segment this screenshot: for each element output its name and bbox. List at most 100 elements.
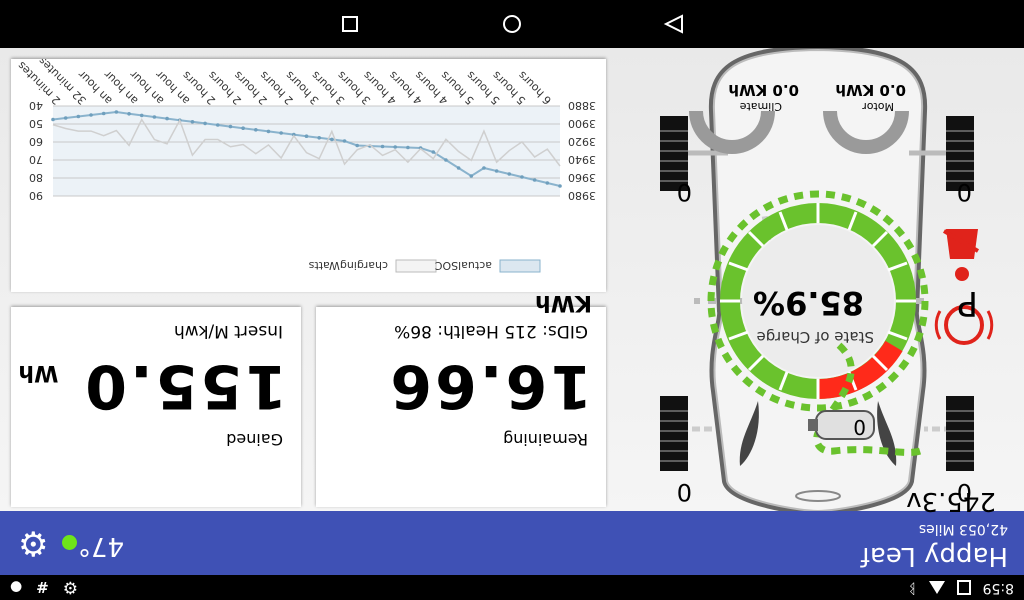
series-actualSOC-point — [89, 113, 93, 117]
battery-icon — [808, 410, 875, 440]
series-actualSOC-point — [330, 137, 334, 142]
android-navigation-bar — [0, 0, 1024, 48]
cloud-icon — [928, 581, 945, 595]
left-axis-tick: 90 — [29, 189, 43, 202]
series-actualSOC-point — [304, 134, 309, 138]
gained-energy-card: 155.0 Wh Gained Insert M/kwh — [11, 307, 301, 507]
tire-front-left — [946, 396, 974, 471]
series-actualSOC-point — [355, 143, 359, 148]
odometer: 42,053 Miles — [918, 521, 1008, 537]
tire-rear-right — [660, 116, 688, 191]
right-axis-tick: 3980 — [568, 189, 596, 202]
tire-pressure-rr: 0 — [676, 178, 692, 206]
series-actualSOC-point — [431, 150, 436, 154]
right-axis-tick: 3920 — [568, 135, 596, 148]
right-headlight — [739, 401, 759, 466]
legend-actualSOC-label: actualSOC — [434, 259, 492, 272]
seatbelt-warning-icon — [942, 229, 980, 281]
series-actualSOC-point — [63, 116, 68, 120]
series-actualSOC-point — [76, 114, 81, 119]
series-actualSOC-point — [215, 123, 220, 127]
remaining-value: 16.66 — [387, 351, 592, 421]
gained-value: 155.0 — [82, 351, 287, 421]
motor-gauge — [823, 110, 909, 154]
outside-temperature: 47° — [78, 531, 125, 561]
gained-unit: Wh — [18, 360, 59, 385]
app-title: Happy Leaf — [860, 541, 1008, 571]
time: 8:59 — [982, 580, 1014, 596]
climate-gauge — [689, 110, 775, 154]
car-diagram — [660, 48, 994, 511]
settings-gear-icon[interactable]: ⚙ — [18, 523, 49, 563]
left-axis-tick: 40 — [29, 99, 43, 112]
connection-status-dot — [62, 535, 77, 550]
series-actualSOC-point — [558, 184, 562, 188]
series-chargingWatts-line — [52, 117, 561, 167]
right-axis-tick: 3940 — [568, 153, 596, 166]
battery-temperature: 0 — [853, 415, 866, 439]
left-headlight — [877, 401, 897, 466]
series-actualSOC-point — [444, 158, 448, 162]
series-actualSOC-point — [532, 178, 537, 182]
legend-actualSOC-swatch — [499, 259, 541, 273]
right-axis-tick: 3880 — [568, 99, 596, 112]
home-button[interactable] — [482, 0, 542, 48]
series-actualSOC-point — [393, 145, 398, 149]
series-actualSOC-point — [520, 175, 524, 179]
tire-pressure-fr: 0 — [676, 478, 692, 506]
motor-label: Motor — [862, 100, 894, 113]
legend-chargingWatts-swatch — [395, 259, 437, 273]
left-axis-tick: 70 — [29, 153, 43, 166]
series-actualSOC-point — [406, 145, 410, 150]
series-actualSOC-point — [494, 169, 499, 173]
climate-label: Climate — [739, 100, 782, 113]
chart-plot-area — [53, 106, 560, 196]
history-chart-card: 90 80 70 60 50 40 3980 3960 3940 3920 3900 3880 6 ho… — [11, 54, 606, 292]
series-actualSOC-point — [190, 120, 195, 124]
series-actualSOC-point — [342, 139, 347, 143]
series-actualSOC-point — [279, 131, 283, 135]
series-actualSOC-point — [469, 174, 474, 178]
tire-pressure-rl: 0 — [956, 178, 972, 206]
climate-value: 0.0 KWh — [728, 81, 799, 99]
tire-front-right — [660, 396, 688, 471]
voltage-reading: 245.3v — [906, 486, 996, 516]
parking-brake-icon — [934, 305, 994, 345]
tire-rear-left — [946, 116, 974, 191]
back-button[interactable] — [644, 0, 704, 48]
legend-chargingWatts-label: chargingWatts — [308, 259, 388, 272]
remaining-unit: KWh — [535, 290, 592, 315]
gear-indicator: P — [957, 283, 978, 323]
charging-path-ring — [707, 190, 929, 412]
gained-label: Gained — [226, 430, 283, 449]
soc-label: State of Charge — [756, 328, 874, 346]
series-actualSOC-point — [482, 166, 486, 170]
series-actualSOC-point — [317, 136, 321, 140]
remaining-footer: GIDs: 215 Health: 86% — [394, 321, 588, 341]
app-header: Happy Leaf 42,053 Miles 47° ⚙ — [0, 511, 1024, 575]
series-actualSOC-point — [228, 124, 233, 129]
recents-button[interactable] — [320, 0, 380, 48]
hash-icon: # — [36, 578, 49, 596]
settings-icon: ⚙ — [62, 577, 79, 597]
dashboard-content: 245.3v 0 0 0 0 0 P 85.9% State of Charge… — [0, 48, 1024, 516]
tire-pressure-fl: 0 — [956, 478, 972, 506]
series-actualSOC-point — [507, 172, 512, 176]
left-axis-tick: 80 — [29, 171, 43, 184]
left-axis-tick: 50 — [29, 117, 43, 130]
status-bar: 8:59 ᛒ ⚙ # ● — [0, 575, 1024, 600]
android-icon: ● — [10, 579, 23, 595]
charging-path-cable — [813, 338, 922, 456]
series-actualSOC-point — [456, 166, 461, 170]
series-actualSOC-point — [51, 117, 55, 122]
series-actualSOC-point — [152, 115, 157, 119]
series-actualSOC-point — [545, 181, 550, 185]
series-actualSOC-point — [165, 116, 169, 121]
right-axis-tick: 3960 — [568, 171, 596, 184]
series-actualSOC-point — [241, 126, 245, 130]
image-icon — [956, 580, 971, 596]
series-actualSOC-point — [114, 110, 119, 114]
bluetooth-icon: ᛒ — [908, 580, 917, 596]
